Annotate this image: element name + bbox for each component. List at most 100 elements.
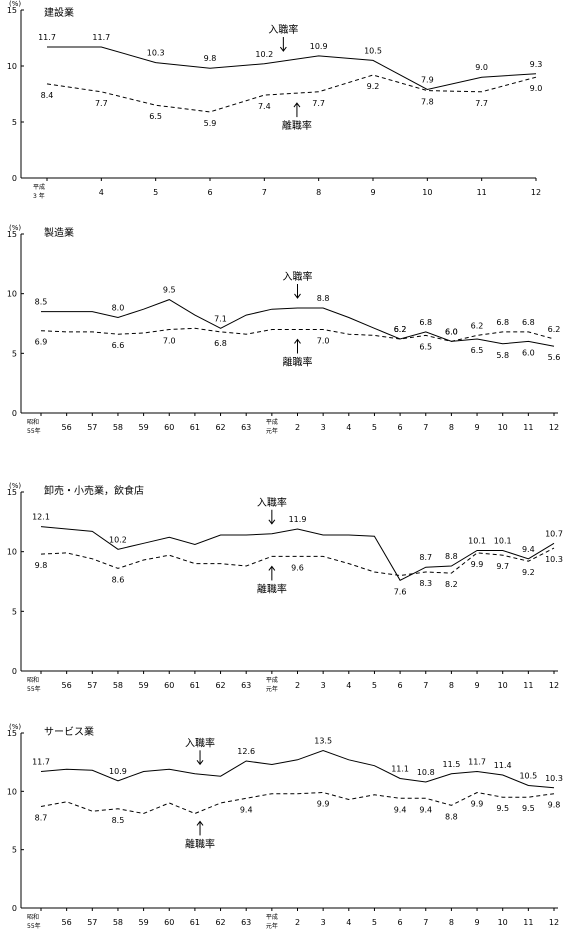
data-label: 9.0 bbox=[530, 84, 543, 93]
data-label: 6.6 bbox=[112, 341, 125, 350]
data-label: 6.8 bbox=[214, 339, 227, 348]
x-tick-label: 4 bbox=[346, 918, 351, 927]
x-tick-label: 60 bbox=[164, 918, 174, 927]
series-line-hiring-rate bbox=[40, 526, 555, 581]
data-label: 9.9 bbox=[471, 560, 484, 569]
data-label: 6.8 bbox=[496, 318, 509, 327]
annotation-arrow-head bbox=[268, 565, 276, 571]
data-label: 9.6 bbox=[291, 563, 304, 572]
x-tick-sublabel: 元年 bbox=[266, 427, 278, 435]
data-label: 7.7 bbox=[475, 99, 488, 108]
data-label: 7.0 bbox=[317, 336, 330, 345]
x-tick-label: 8 bbox=[449, 918, 454, 927]
y-tick-label: 10 bbox=[7, 787, 17, 796]
x-tick-label: 2 bbox=[295, 681, 300, 690]
x-tick-label: 56 bbox=[62, 681, 72, 690]
y-unit-label: (%) bbox=[9, 482, 21, 490]
data-label: 12.1 bbox=[32, 513, 50, 522]
data-label: 6.9 bbox=[35, 338, 48, 347]
data-label: 6.2 bbox=[394, 325, 407, 334]
data-label: 6.5 bbox=[419, 342, 432, 351]
y-tick-label: 0 bbox=[12, 904, 17, 913]
x-tick-label: 4 bbox=[346, 681, 351, 690]
data-label: 8.7 bbox=[419, 553, 432, 562]
y-tick-label: 15 bbox=[7, 230, 17, 239]
x-tick-label: 平成 bbox=[266, 676, 278, 684]
y-tick-label: 15 bbox=[7, 729, 17, 738]
x-tick-label: 10 bbox=[422, 188, 432, 197]
data-label: 9.4 bbox=[394, 805, 407, 814]
x-tick-label: 9 bbox=[475, 423, 480, 432]
x-tick-sublabel: 元年 bbox=[266, 922, 278, 930]
data-label: 7.8 bbox=[421, 98, 434, 107]
annotation-arrow-head bbox=[279, 46, 287, 52]
x-tick-label: 62 bbox=[215, 681, 225, 690]
data-label: 7.0 bbox=[163, 336, 176, 345]
x-tick-label: 9 bbox=[475, 918, 480, 927]
x-tick-label: 平成 bbox=[266, 418, 278, 426]
series-line-hiring-rate bbox=[41, 299, 555, 347]
x-tick-label: 11 bbox=[523, 681, 533, 690]
x-tick-sublabel: 3 年 bbox=[33, 192, 45, 200]
annotation-label: 入職率 bbox=[268, 23, 298, 36]
x-tick-label: 57 bbox=[87, 918, 97, 927]
x-tick-label: 10 bbox=[498, 423, 508, 432]
x-tick-label: 57 bbox=[87, 681, 97, 690]
x-tick-sublabel: 55年 bbox=[27, 685, 41, 693]
data-label: 5.9 bbox=[204, 119, 217, 128]
y-tick-label: 5 bbox=[12, 846, 17, 855]
x-tick-label: 4 bbox=[99, 188, 104, 197]
data-label: 9.9 bbox=[317, 800, 330, 809]
y-tick-label: 15 bbox=[7, 488, 17, 497]
x-tick-label: 昭和 bbox=[27, 913, 39, 921]
x-tick-label: 63 bbox=[241, 423, 251, 432]
x-tick-label: 58 bbox=[113, 423, 123, 432]
x-tick-label: 60 bbox=[164, 681, 174, 690]
data-label: 11.7 bbox=[38, 33, 56, 42]
annotation-arrow-head bbox=[294, 293, 301, 299]
x-tick-label: 61 bbox=[190, 918, 200, 927]
x-tick-label: 5 bbox=[372, 423, 377, 432]
annotation-arrow-head bbox=[293, 102, 301, 108]
x-tick-label: 57 bbox=[87, 423, 97, 432]
x-tick-label: 昭和 bbox=[27, 418, 39, 426]
data-label: 12.6 bbox=[237, 747, 255, 756]
data-label: 9.2 bbox=[522, 568, 535, 577]
x-tick-label: 昭和 bbox=[27, 676, 39, 684]
data-label: 5.8 bbox=[496, 351, 509, 360]
x-tick-label: 7 bbox=[423, 918, 428, 927]
data-label: 8.2 bbox=[445, 580, 458, 589]
x-tick-label: 12 bbox=[549, 681, 559, 690]
data-label: 10.8 bbox=[417, 768, 435, 777]
data-label: 8.0 bbox=[112, 304, 125, 313]
y-tick-label: 10 bbox=[7, 548, 17, 557]
x-tick-label: 59 bbox=[139, 423, 149, 432]
annotation-arrow-head bbox=[196, 820, 204, 826]
data-label: 6.8 bbox=[419, 318, 432, 327]
x-tick-label: 8 bbox=[316, 188, 321, 197]
data-label: 9.7 bbox=[496, 562, 509, 571]
x-tick-label: 平成 bbox=[266, 913, 278, 921]
x-tick-label: 9 bbox=[370, 188, 375, 197]
data-label: 10.9 bbox=[109, 767, 127, 776]
chart-title: サービス業 bbox=[44, 725, 94, 738]
series-line-separation-rate bbox=[46, 74, 537, 113]
chart-title: 製造業 bbox=[44, 226, 74, 239]
data-label: 6.0 bbox=[522, 348, 535, 357]
data-label: 10.2 bbox=[255, 50, 273, 59]
y-tick-label: 5 bbox=[12, 349, 17, 358]
data-label: 9.8 bbox=[548, 801, 561, 810]
annotation-label: 入職率 bbox=[185, 736, 215, 749]
x-tick-label: 63 bbox=[241, 681, 251, 690]
annotation-label: 離職率 bbox=[185, 837, 215, 850]
x-tick-label: 5 bbox=[372, 918, 377, 927]
x-tick-label: 12 bbox=[531, 188, 541, 197]
data-label: 7.9 bbox=[421, 76, 434, 85]
data-label: 10.1 bbox=[494, 536, 512, 545]
data-label: 10.3 bbox=[545, 555, 563, 564]
data-label: 8.8 bbox=[317, 294, 330, 303]
